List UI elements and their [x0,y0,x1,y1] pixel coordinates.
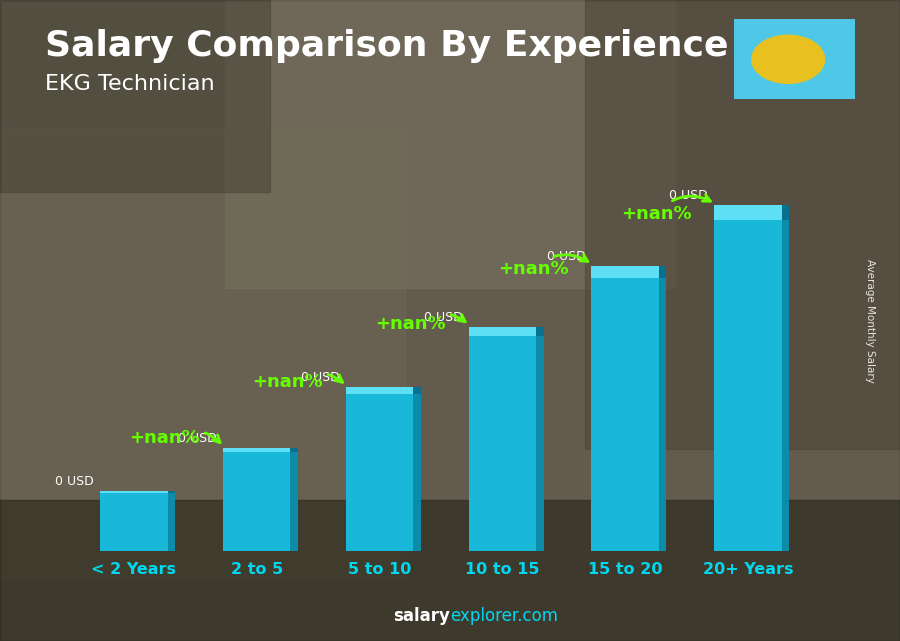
Text: 0 USD: 0 USD [301,371,339,385]
Text: explorer.com: explorer.com [450,607,558,625]
Bar [715,205,782,220]
Bar [536,337,544,551]
Text: 0 USD: 0 USD [178,432,217,445]
Bar [413,394,420,551]
Bar [100,490,167,493]
Text: 0 USD: 0 USD [546,250,585,263]
Bar [715,220,782,551]
Text: +nan%: +nan% [498,254,588,278]
Text: +nan%: +nan% [375,315,465,333]
Bar [659,266,666,278]
Bar [225,0,675,288]
Bar [659,278,666,551]
Text: +nan%: +nan% [252,374,343,392]
Text: +nan%: +nan% [130,429,220,447]
Bar [346,387,413,394]
Bar [223,453,291,551]
Bar [591,278,659,551]
Text: +nan%: +nan% [621,195,710,223]
Bar [782,205,789,220]
Text: salary: salary [393,607,450,625]
Bar [223,448,291,453]
Bar [0,128,405,577]
Bar [413,387,420,394]
Bar [291,448,298,453]
Bar [291,453,298,551]
Text: 0 USD: 0 USD [670,189,708,202]
Bar [585,0,900,449]
Bar [469,326,536,337]
Bar [167,490,175,493]
Text: Average Monthly Salary: Average Monthly Salary [865,258,875,383]
Text: 0 USD: 0 USD [55,474,94,488]
Bar [591,266,659,278]
Bar [346,394,413,551]
Circle shape [752,35,824,83]
Text: Salary Comparison By Experience: Salary Comparison By Experience [45,29,728,63]
Bar [469,337,536,551]
Text: EKG Technician: EKG Technician [45,74,214,94]
Bar [0,500,900,641]
Bar [100,493,167,551]
Bar [782,220,789,551]
Text: 0 USD: 0 USD [424,311,463,324]
Bar [0,0,270,192]
Bar [536,326,544,337]
Bar [167,493,175,551]
